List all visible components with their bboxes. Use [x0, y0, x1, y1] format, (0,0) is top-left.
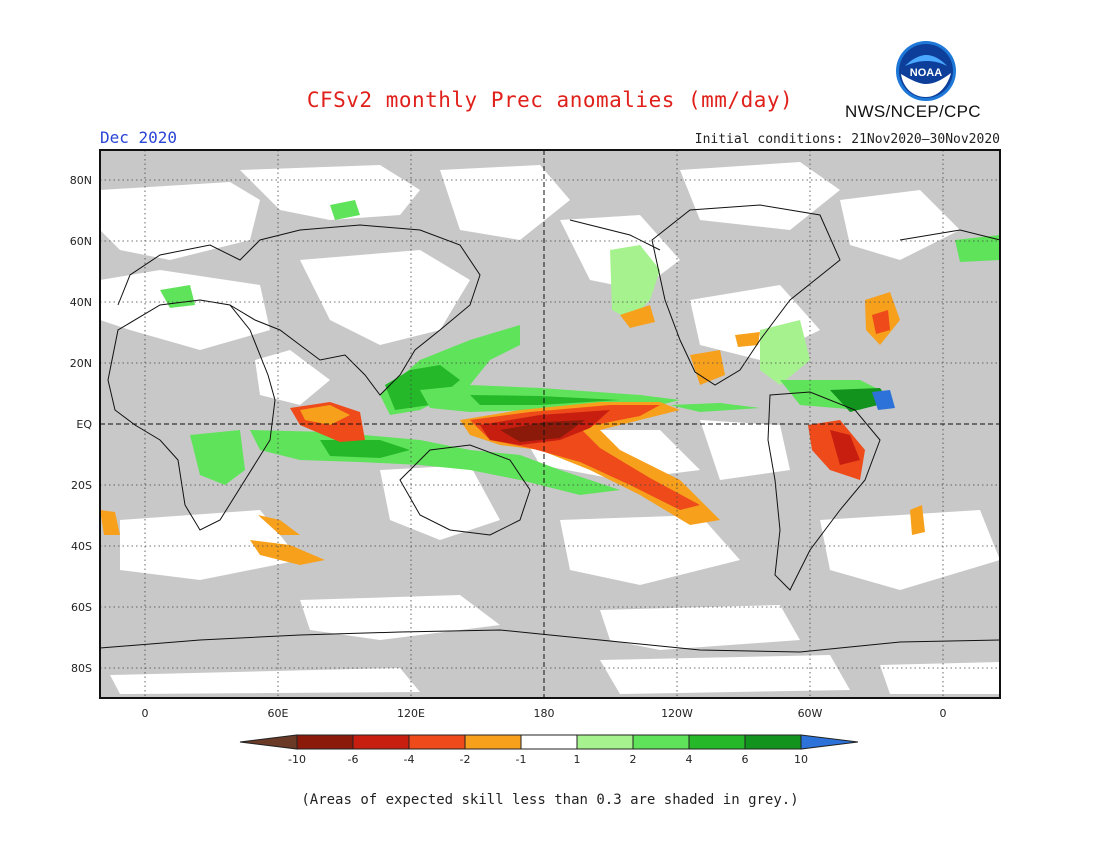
- colorbar-swatch: [688, 734, 746, 750]
- colorbar-tick-label: 2: [630, 753, 637, 766]
- lon-label: 60W: [798, 707, 823, 720]
- map-title: CFSv2 monthly Prec anomalies (mm/day): [306, 88, 794, 112]
- valid-month-label: Dec 2020: [100, 128, 178, 147]
- dry-anomaly-areas: [100, 292, 925, 565]
- lat-label: 60S: [71, 601, 92, 614]
- lat-axis: 80N 60N 40N 20N EQ 20S 40S 60S 80S: [70, 174, 93, 675]
- lat-label: 80S: [71, 662, 92, 675]
- colorbar-tick-label: -1: [516, 753, 527, 766]
- graticule: [100, 150, 1000, 698]
- colorbar-tick-label: -2: [460, 753, 471, 766]
- colorbar-swatch: [520, 734, 578, 750]
- colorbar-swatch: [352, 734, 410, 750]
- colorbar-tick-label: 4: [686, 753, 693, 766]
- map-frame: [99, 149, 1001, 699]
- colorbar-legend: -10 -6 -4 -2 -1 1 2 4 6 10: [239, 734, 859, 766]
- lon-label: 120W: [661, 707, 693, 720]
- lat-label: EQ: [76, 418, 92, 431]
- colorbar-tick-label: 6: [742, 753, 749, 766]
- lon-label: 180: [534, 707, 555, 720]
- lon-label: 120E: [397, 707, 425, 720]
- colorbar-low-arrow: [239, 734, 298, 750]
- colorbar-swatch: [464, 734, 522, 750]
- coastlines: [99, 204, 1001, 653]
- colorbar-swatch: [576, 734, 634, 750]
- colorbar-tick-label: 10: [794, 753, 808, 766]
- lat-label: 20S: [71, 479, 92, 492]
- equator-dateline: [100, 150, 1000, 698]
- wet-anomaly-areas: [160, 200, 1000, 495]
- colorbar-tick-label: -4: [404, 753, 415, 766]
- lat-label: 40N: [70, 296, 92, 309]
- lat-label: 60N: [70, 235, 92, 248]
- colorbar-swatch: [296, 734, 354, 750]
- noaa-logo-icon: NOAA: [896, 41, 956, 101]
- lon-axis: 0 60E 120E 180 120W 60W 0: [142, 707, 947, 720]
- colorbar-high-arrow: [800, 734, 859, 750]
- colorbar-tick-label: 1: [574, 753, 581, 766]
- lon-label: 60E: [268, 707, 289, 720]
- colorbar-swatch: [744, 734, 802, 750]
- colorbar-tick-label: -10: [288, 753, 306, 766]
- colorbar-swatch: [408, 734, 466, 750]
- lon-label: 0: [940, 707, 947, 720]
- colorbar-tick-label: -6: [348, 753, 359, 766]
- initial-conditions-label: Initial conditions: 21Nov2020–30Nov2020: [694, 132, 1000, 147]
- colorbar-swatch: [632, 734, 690, 750]
- lon-label: 0: [142, 707, 149, 720]
- noaa-logo-text: NOAA: [910, 67, 942, 79]
- lat-label: 40S: [71, 540, 92, 553]
- agency-label: NWS/NCEP/CPC: [845, 102, 981, 121]
- skill-footnote: (Areas of expected skill less than 0.3 a…: [301, 792, 799, 808]
- lat-label: 80N: [70, 174, 92, 187]
- lat-label: 20N: [70, 357, 92, 370]
- white-skill-areas: [100, 162, 1000, 694]
